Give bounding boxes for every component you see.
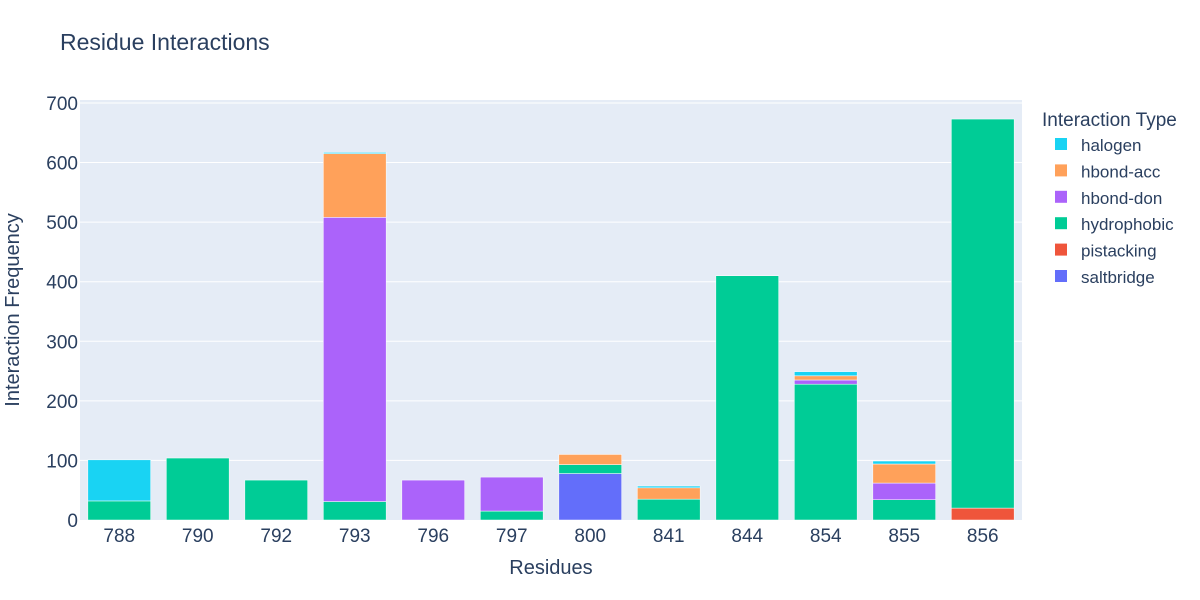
legend-swatch xyxy=(1055,138,1067,150)
bar-halogen-854 xyxy=(794,371,858,377)
legend-label: halogen xyxy=(1081,136,1142,155)
x-tick-label: 841 xyxy=(653,526,685,547)
bar-hydrophobic-856 xyxy=(951,118,1015,509)
y-axis-label: Interaction Frequency xyxy=(2,213,24,406)
bar-hydrophobic-854 xyxy=(794,383,858,521)
plot-area xyxy=(80,100,1022,520)
x-tick-label: 800 xyxy=(574,526,606,547)
legend-swatch xyxy=(1055,164,1067,177)
bar-hbond-don-797 xyxy=(480,476,544,512)
legend-item-hbond-don[interactable]: hbond-don xyxy=(1055,189,1162,208)
y-tick-label: 700 xyxy=(46,94,78,115)
legend-label: hbond-don xyxy=(1081,189,1162,208)
legend-item-hbond-acc[interactable]: hbond-acc xyxy=(1055,162,1161,181)
x-tick-labels: 788 790 792 793 796 797 800 841 844 854 855 856 xyxy=(103,526,998,547)
legend-title: Interaction Type xyxy=(1042,110,1177,131)
bar-hydrophobic-792 xyxy=(244,479,308,521)
bar-halogen-841 xyxy=(637,485,701,489)
gridlines xyxy=(80,102,1022,461)
bar-hydrophobic-855 xyxy=(872,499,936,521)
bar-hbond-acc-841 xyxy=(637,487,701,500)
legend-label: hydrophobic xyxy=(1081,215,1174,234)
bar-hydrophobic-793 xyxy=(323,501,387,521)
legend-item-hydrophobic[interactable]: hydrophobic xyxy=(1055,215,1174,234)
bar-hydrophobic-800 xyxy=(558,464,622,474)
x-tick-label: 854 xyxy=(810,526,842,547)
bars xyxy=(87,118,1015,521)
bar-halogen-788 xyxy=(87,459,151,502)
bar-saltbridge-800 xyxy=(558,473,622,521)
legend-swatch xyxy=(1055,243,1067,256)
bar-hbond-acc-855 xyxy=(872,463,936,484)
bar-pistacking-856 xyxy=(951,507,1015,521)
y-tick-label: 300 xyxy=(46,332,78,353)
y-tick-label: 600 xyxy=(46,154,78,175)
legend-item-saltbridge[interactable]: saltbridge xyxy=(1055,268,1155,287)
x-tick-label: 793 xyxy=(339,526,371,547)
y-tick-labels: 0 100 200 300 400 500 600 700 xyxy=(46,94,78,532)
x-tick-label: 797 xyxy=(496,526,528,547)
y-tick-label: 0 xyxy=(67,511,78,532)
x-tick-label: 855 xyxy=(888,526,920,547)
bar-hbond-don-796 xyxy=(401,479,465,521)
legend-swatch xyxy=(1055,190,1067,203)
bar-hydrophobic-844 xyxy=(715,275,779,521)
x-tick-label: 844 xyxy=(731,526,763,547)
bar-hbond-acc-800 xyxy=(558,454,622,465)
bar-hbond-don-855 xyxy=(872,482,936,500)
bar-hydrophobic-797 xyxy=(480,510,544,521)
legend-label: hbond-acc xyxy=(1081,162,1161,181)
y-tick-label: 200 xyxy=(46,392,78,413)
y-tick-label: 500 xyxy=(46,213,78,234)
y-tick-label: 100 xyxy=(46,451,78,472)
legend: Interaction Type halogen hbond-acc hbond-d… xyxy=(1042,110,1177,287)
x-tick-label: 788 xyxy=(103,526,135,547)
x-tick-label: 856 xyxy=(967,526,999,547)
x-tick-label: 796 xyxy=(417,526,449,547)
x-axis-label: Residues xyxy=(509,557,592,579)
bar-hydrophobic-790 xyxy=(166,457,230,521)
bar-hydrophobic-788 xyxy=(87,500,151,521)
bar-hbond-don-854 xyxy=(794,379,858,385)
x-tick-label: 790 xyxy=(182,526,214,547)
legend-label: pistacking xyxy=(1081,242,1157,261)
legend-item-pistacking[interactable]: pistacking xyxy=(1055,242,1157,261)
bar-halogen-793 xyxy=(323,152,387,154)
bar-hydrophobic-841 xyxy=(637,498,701,521)
legend-swatch xyxy=(1055,217,1067,230)
bar-hbond-don-793 xyxy=(323,217,387,502)
legend-label: saltbridge xyxy=(1081,268,1155,287)
chart-title: Residue Interactions xyxy=(60,29,270,55)
bar-halogen-855 xyxy=(872,460,936,465)
legend-swatch xyxy=(1055,270,1067,282)
legend-item-halogen[interactable]: halogen xyxy=(1055,136,1142,155)
bar-hbond-acc-793 xyxy=(323,153,387,218)
bar-hbond-acc-854 xyxy=(794,375,858,381)
y-tick-label: 400 xyxy=(46,273,78,294)
x-tick-label: 792 xyxy=(260,526,292,547)
